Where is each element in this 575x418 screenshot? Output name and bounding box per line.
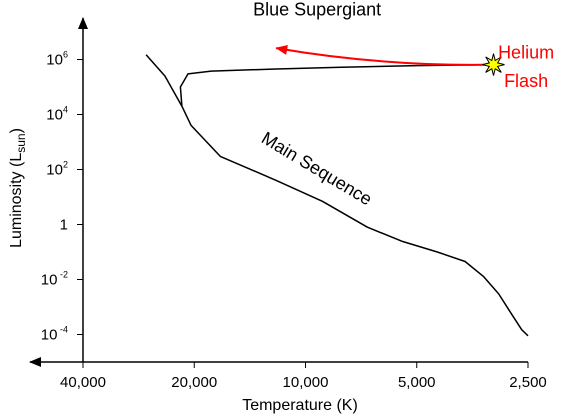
y-tick-exponent: 6 bbox=[63, 50, 68, 60]
y-axis-title-close: ) bbox=[8, 128, 25, 133]
y-tick-base: 1 bbox=[60, 217, 68, 234]
blue-supergiant-label: Blue Supergiant bbox=[253, 0, 381, 19]
y-axis-title-main: Luminosity (L bbox=[8, 153, 25, 248]
y-tick-label: 106 bbox=[46, 50, 68, 69]
y-tick-base: 10 bbox=[46, 52, 63, 69]
y-tick-label: 1 bbox=[60, 217, 68, 234]
main-sequence-label: Main Sequence bbox=[258, 128, 376, 210]
axes bbox=[29, 17, 528, 367]
y-tick-exponent: -2 bbox=[57, 270, 68, 280]
y-axis-title-subscript: sun bbox=[14, 133, 28, 152]
supergiant-track-curve bbox=[179, 63, 494, 107]
y-tick-base: 10 bbox=[46, 162, 63, 179]
helium-flash-star-icon bbox=[482, 53, 505, 76]
x-axis-title: Temperature (K) bbox=[242, 397, 358, 414]
y-axis-title: Luminosity (Lsun) bbox=[8, 128, 28, 248]
y-tick-base: 10 bbox=[41, 327, 58, 344]
x-tick-label: 2,500 bbox=[509, 374, 547, 391]
y-tick-label: 102 bbox=[46, 160, 68, 179]
helium-label: Helium bbox=[498, 42, 554, 62]
flash-label: Flash bbox=[504, 71, 548, 91]
y-tick-label: 104 bbox=[46, 105, 68, 124]
helium-flash-arrow bbox=[275, 45, 494, 66]
annotations: Main Sequence Blue Supergiant Helium Flash bbox=[253, 0, 554, 209]
y-tick-exponent: 2 bbox=[63, 160, 68, 170]
y-tick-label: 10 -2 bbox=[41, 270, 68, 289]
x-ticks: 40,000 20,000 10,000 5,000 2,500 bbox=[60, 362, 547, 391]
y-tick-base: 10 bbox=[41, 272, 58, 289]
series-group bbox=[145, 54, 529, 337]
y-tick-exponent: -4 bbox=[57, 325, 68, 335]
y-tick-exponent: 4 bbox=[63, 105, 68, 115]
main-sequence-curve bbox=[145, 54, 529, 337]
x-tick-label: 40,000 bbox=[60, 374, 106, 391]
x-tick-label: 5,000 bbox=[398, 374, 436, 391]
y-tick-base: 10 bbox=[46, 107, 63, 124]
y-tick-label: 10 -4 bbox=[41, 325, 68, 344]
x-tick-label: 10,000 bbox=[283, 374, 329, 391]
x-tick-label: 20,000 bbox=[171, 374, 217, 391]
